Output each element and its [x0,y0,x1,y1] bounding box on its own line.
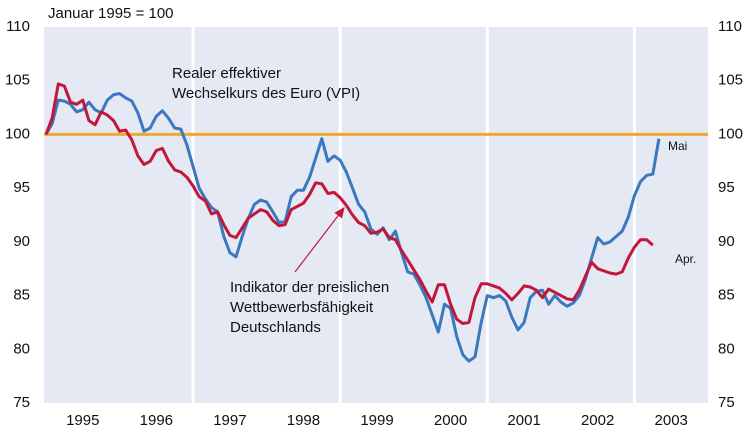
y2-tick-label: 95 [718,179,735,196]
x-tick-label: 2002 [581,412,614,429]
y-tick-label: 80 [13,340,30,357]
y-tick-label: 90 [13,233,30,250]
x-tick-label: 2001 [507,412,540,429]
annotation-arrow [294,207,345,273]
x-tick-label: 1998 [287,412,320,429]
y2-tick-label: 110 [718,18,742,35]
x-tick-label: 2003 [655,412,688,429]
x-tick-label: 1995 [66,412,99,429]
series-annotation: Wechselkurs des Euro (VPI) [172,85,360,102]
plot-area [44,27,708,403]
series-annotation: Deutschlands [230,319,321,336]
y-tick-label: 110 [6,18,30,35]
y-tick-label: 105 [5,72,30,89]
x-tick-label: 1999 [360,412,393,429]
y2-tick-label: 75 [718,394,735,411]
x-tick-label: 2000 [434,412,467,429]
x-tick-label: 1997 [213,412,246,429]
y2-tick-label: 85 [718,287,735,304]
series-annotation: Wettbewerbsfähigkeit [230,299,374,316]
series-annotation: Indikator der preislichen [230,279,389,296]
end-label: Apr. [675,252,696,266]
chart-title: Januar 1995 = 100 [48,5,174,22]
y-tick-label: 100 [5,125,30,142]
y2-tick-label: 100 [718,125,743,142]
y2-tick-label: 90 [718,233,735,250]
end-label: Mai [668,139,687,153]
series-annotation: Realer effektiver [172,65,281,82]
y-tick-label: 95 [13,179,30,196]
x-tick-label: 1996 [140,412,173,429]
y-tick-label: 75 [13,394,30,411]
y2-tick-label: 105 [718,72,743,89]
y2-tick-label: 80 [718,340,735,357]
plot: 75 80 85 90 95 100 105 110 75 80 85 90 95 100 105 110 19… [5,18,743,429]
series-line [44,82,654,325]
series-line [44,92,661,363]
y-tick-label: 85 [13,287,30,304]
